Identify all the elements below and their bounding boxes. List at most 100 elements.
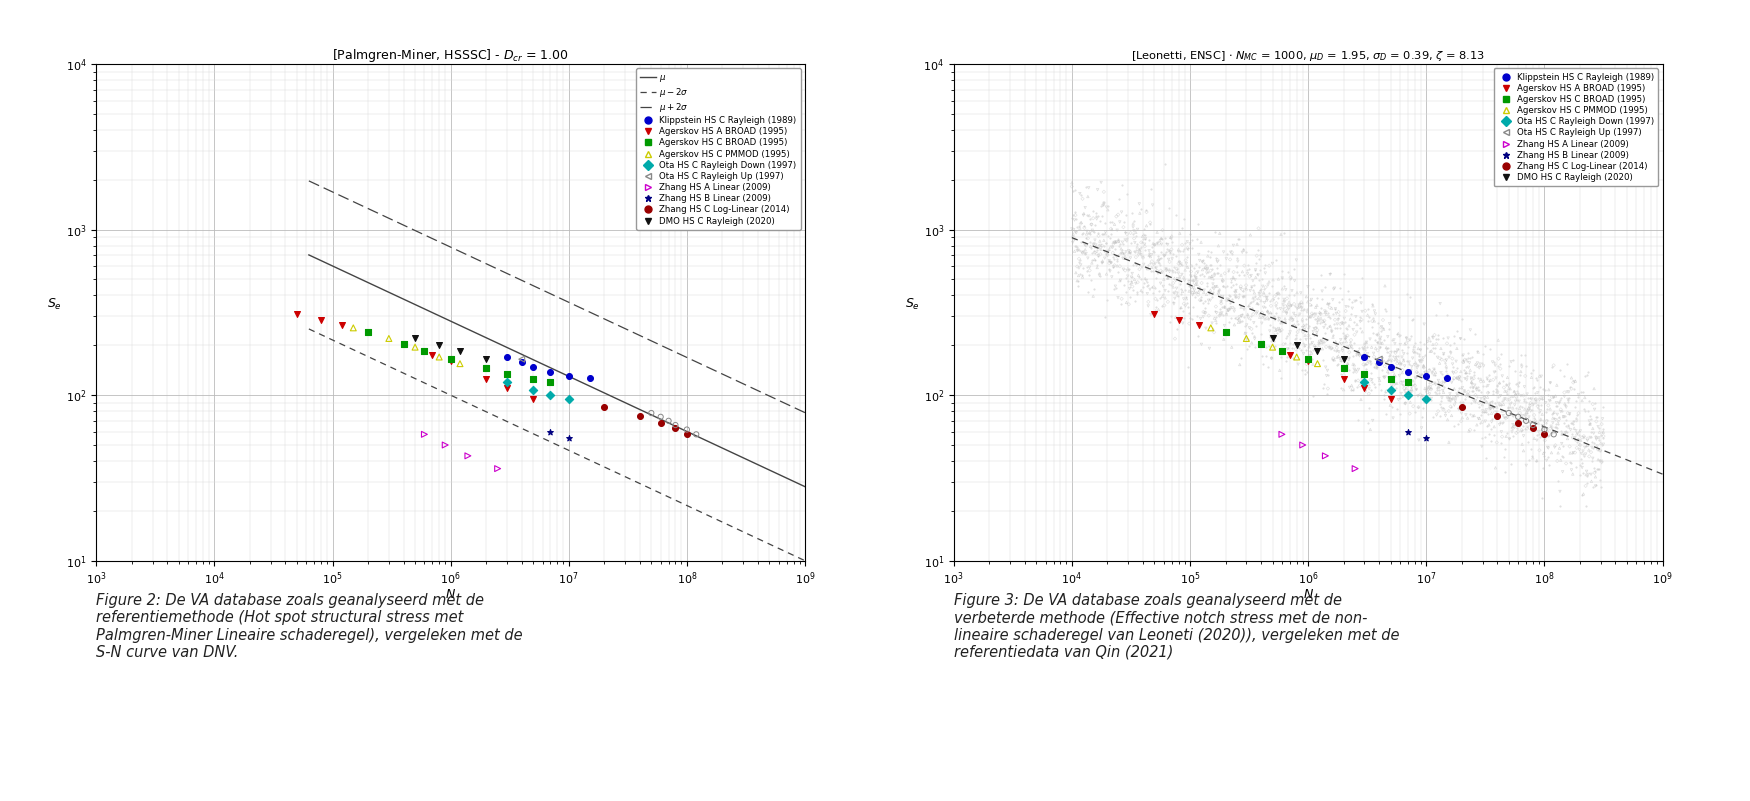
Point bbox=[1554, 385, 1582, 398]
Point bbox=[1234, 308, 1262, 320]
Point bbox=[1423, 384, 1451, 396]
Point bbox=[1060, 233, 1088, 246]
Point bbox=[1316, 341, 1344, 354]
Point bbox=[1545, 413, 1573, 425]
Point bbox=[1578, 436, 1606, 449]
Point bbox=[1087, 215, 1115, 227]
Point bbox=[1388, 387, 1416, 400]
Point bbox=[1204, 239, 1232, 252]
Point bbox=[1426, 398, 1454, 411]
Point bbox=[1152, 263, 1180, 276]
Point bbox=[1250, 283, 1278, 296]
Point bbox=[1488, 425, 1516, 438]
Point bbox=[1379, 412, 1407, 425]
Point bbox=[1493, 378, 1521, 391]
Point bbox=[1087, 176, 1115, 189]
Point bbox=[1209, 308, 1237, 321]
Point bbox=[1554, 394, 1582, 407]
Point bbox=[1138, 281, 1166, 294]
Point bbox=[1174, 360, 1202, 373]
Point bbox=[1552, 400, 1580, 413]
Point bbox=[1578, 454, 1606, 467]
Point bbox=[1340, 295, 1368, 308]
Point bbox=[1264, 311, 1292, 324]
Point bbox=[1549, 428, 1577, 441]
Point bbox=[1382, 402, 1410, 415]
Point bbox=[1085, 269, 1113, 282]
Point bbox=[1314, 298, 1342, 311]
Point bbox=[1456, 408, 1484, 421]
Point bbox=[1468, 405, 1496, 417]
Point bbox=[1110, 215, 1138, 228]
Point bbox=[1290, 324, 1318, 336]
Point bbox=[1242, 268, 1270, 280]
Point bbox=[1486, 399, 1514, 412]
Point bbox=[1381, 351, 1409, 364]
Point bbox=[1507, 358, 1535, 371]
Point bbox=[1432, 409, 1460, 422]
Point bbox=[1211, 325, 1239, 338]
Point bbox=[1395, 376, 1423, 389]
Point bbox=[1502, 426, 1530, 439]
Point bbox=[1516, 391, 1544, 404]
Point bbox=[1202, 252, 1230, 264]
Point bbox=[1166, 256, 1194, 268]
Point bbox=[1281, 309, 1309, 322]
Point bbox=[1239, 292, 1267, 304]
Point bbox=[1155, 277, 1183, 290]
Point bbox=[1470, 348, 1498, 360]
Point bbox=[1164, 313, 1192, 326]
Point bbox=[1538, 426, 1566, 439]
Point bbox=[1412, 432, 1440, 445]
Point bbox=[1141, 260, 1169, 273]
Point bbox=[1181, 286, 1209, 299]
Point bbox=[1171, 297, 1199, 310]
Point bbox=[1164, 257, 1192, 270]
Point bbox=[1270, 337, 1298, 350]
Point bbox=[1278, 284, 1306, 297]
Point bbox=[1540, 428, 1568, 441]
Point bbox=[1510, 395, 1538, 408]
Point bbox=[1393, 346, 1421, 359]
Point bbox=[1575, 450, 1603, 463]
Point bbox=[1302, 308, 1330, 320]
Point bbox=[1080, 290, 1108, 303]
Point bbox=[1208, 307, 1236, 320]
Point bbox=[1587, 438, 1615, 451]
Point bbox=[1132, 274, 1160, 287]
Point bbox=[1228, 291, 1256, 304]
Point bbox=[1138, 255, 1166, 268]
Point bbox=[1493, 379, 1521, 392]
Point bbox=[1057, 212, 1085, 225]
Point bbox=[1246, 286, 1274, 299]
Point bbox=[1502, 401, 1530, 414]
Point bbox=[1284, 317, 1312, 330]
Point bbox=[1286, 304, 1314, 316]
Point bbox=[1314, 297, 1342, 310]
Point bbox=[1102, 255, 1130, 268]
Point bbox=[520, 372, 548, 385]
Point bbox=[1320, 317, 1348, 330]
Point bbox=[1204, 288, 1232, 300]
Point bbox=[1194, 245, 1221, 258]
Point bbox=[1064, 275, 1092, 288]
Point bbox=[1120, 284, 1148, 296]
Point bbox=[1120, 232, 1148, 245]
Point bbox=[1586, 432, 1614, 445]
Point bbox=[1157, 278, 1185, 291]
Point bbox=[1325, 312, 1353, 324]
Point bbox=[1550, 386, 1578, 399]
Point bbox=[1104, 235, 1132, 248]
Point bbox=[1118, 220, 1146, 233]
Point bbox=[1304, 345, 1332, 358]
Point bbox=[1550, 390, 1578, 403]
Point bbox=[1062, 226, 1090, 239]
Point bbox=[1419, 346, 1447, 359]
Point bbox=[1540, 391, 1568, 404]
Point bbox=[1214, 304, 1242, 316]
Point bbox=[1237, 269, 1265, 282]
Point bbox=[1323, 358, 1351, 371]
Point bbox=[1458, 384, 1486, 397]
Point bbox=[1188, 276, 1216, 289]
Point bbox=[1395, 380, 1423, 392]
